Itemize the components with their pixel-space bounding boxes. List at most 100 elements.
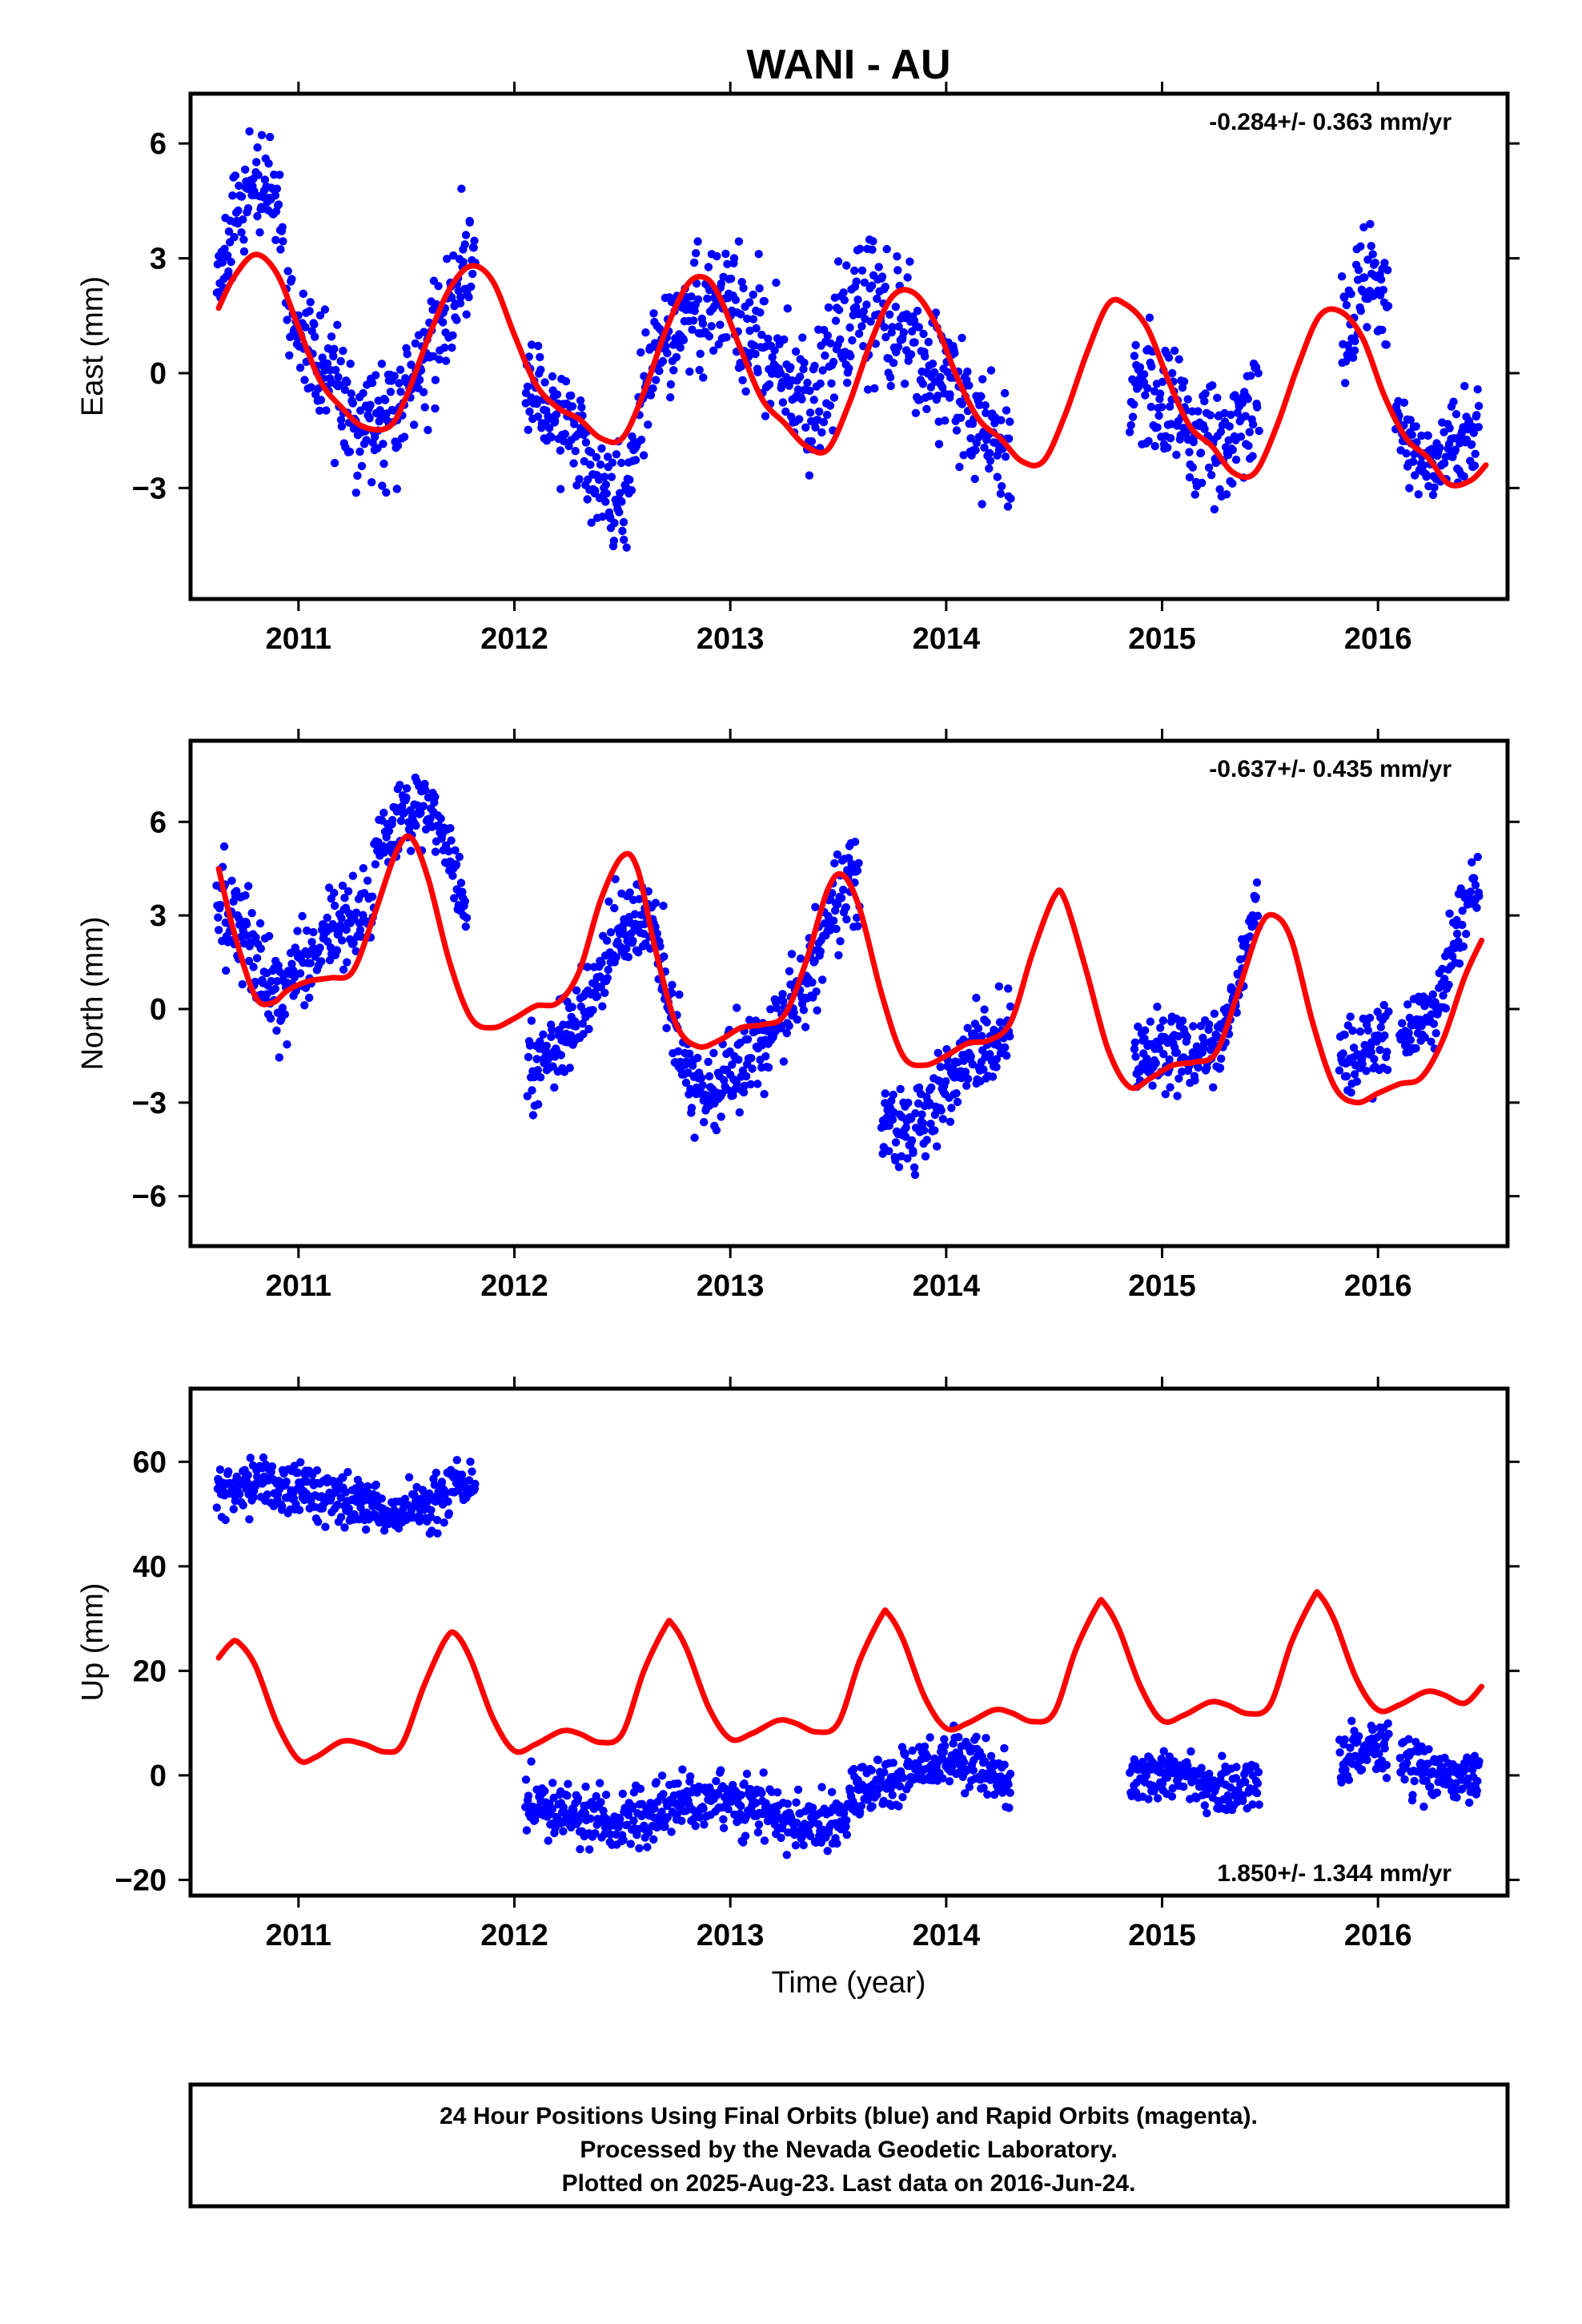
north-data-point [1411,1043,1420,1053]
up-data-point [243,1470,252,1480]
north-data-point [456,879,466,887]
north-data-point [379,808,388,818]
east-data-point [846,352,855,360]
east-data-point [1200,396,1209,406]
north-data-point [799,1006,809,1015]
north-data-point [942,1077,950,1086]
east-data-point [1411,422,1420,431]
east-data-point [452,316,461,324]
east-points [212,127,1484,552]
up-data-point [1411,1738,1420,1747]
up-data-point [791,1841,801,1850]
north-data-point [922,1136,931,1144]
north-data-point [340,894,349,903]
north-data-point [295,969,305,978]
east-data-point [534,341,543,351]
east-data-point [234,206,243,215]
east-x-tick-label: 2016 [1344,622,1412,656]
east-data-point [978,500,986,509]
up-data-point [592,1791,600,1801]
east-data-point [1154,411,1163,420]
east-data-point [299,289,307,298]
up-data-point [1344,1775,1354,1784]
north-data-point [525,1041,535,1050]
north-data-point [979,1065,988,1074]
east-data-point [227,257,235,267]
up-data-point [972,1732,981,1741]
east-data-point [985,448,994,457]
north-data-point [528,1111,538,1120]
north-data-point [1452,915,1461,925]
north-data-point [255,919,265,928]
north-data-point [533,1066,543,1075]
up-data-point [1347,1716,1356,1726]
north-x-tick-label: 2015 [1128,1269,1196,1303]
east-data-point [527,340,536,349]
north-data-point [742,1072,751,1081]
north-data-point [787,950,797,959]
east-data-point [639,451,648,460]
east-data-point [1348,353,1358,362]
up-fit-curve [215,1589,1485,1765]
east-data-point [1402,449,1411,458]
up-data-point [263,1490,272,1499]
east-data-point [679,336,689,344]
north-data-point [264,931,274,941]
east-data-point [796,372,805,381]
east-data-point [717,279,725,288]
east-data-point [829,357,838,367]
north-data-point [933,1142,942,1151]
north-data-point [368,892,377,901]
east-data-point [936,372,945,382]
east-data-point [1006,417,1014,426]
east-data-point [655,367,664,376]
up-data-point [1335,1748,1344,1757]
east-data-point [340,385,349,394]
east-y-tick-label: −3 [132,472,167,505]
east-data-point [644,420,652,429]
up-data-point [678,1765,687,1774]
up-data-point [296,1458,305,1467]
north-data-point [1339,1049,1347,1058]
east-data-point [764,334,773,344]
north-data-point [1340,1030,1349,1039]
east-data-point [1216,428,1226,436]
east-data-point [1206,411,1215,420]
up-data-point [959,1758,969,1767]
east-data-point [866,317,875,326]
east-data-point [1367,242,1375,251]
north-data-point [247,938,255,947]
north-data-point [700,1118,709,1127]
north-data-point [705,1072,714,1081]
north-data-point [635,895,644,903]
east-data-point [959,451,968,460]
up-data-point [343,1468,352,1477]
north-data-point [247,909,256,918]
up-data-point [618,1789,627,1799]
up-data-point [736,1809,745,1818]
north-data-point [396,781,404,790]
up-data-point [793,1785,803,1794]
east-data-point [819,417,829,427]
east-data-point [1371,259,1379,267]
north-data-point [528,1086,536,1095]
east-data-point [663,348,672,358]
east-data-point [723,259,732,268]
up-data-point [939,1747,948,1756]
east-data-point [610,518,619,528]
north-data-point [812,987,821,996]
east-data-point [1000,388,1010,398]
east-data-point [456,292,465,302]
east-data-point [1150,441,1159,451]
up-data-point [370,1510,379,1518]
east-data-point [419,388,428,396]
east-data-point [986,456,995,465]
east-data-point [924,337,934,347]
east-data-point [1002,406,1011,415]
north-data-point [816,947,825,956]
east-data-point [415,376,424,384]
east-data-point [816,379,825,388]
north-data-point [1427,1037,1435,1047]
north-data-point [889,1090,897,1100]
east-data-point [468,269,477,279]
